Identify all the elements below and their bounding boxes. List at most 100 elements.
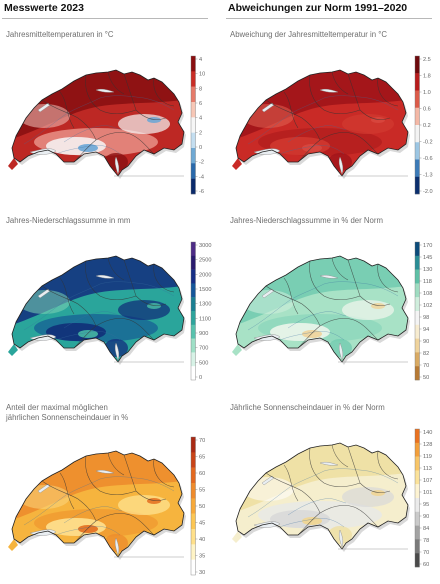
- legend-swatch: [415, 283, 420, 298]
- high-alps-east: [118, 300, 170, 320]
- canton-border: [107, 71, 125, 95]
- valais-patch: [302, 144, 322, 152]
- legend-swatch: [415, 73, 420, 91]
- legend-tick-label: 30: [199, 570, 205, 576]
- river: [323, 281, 399, 297]
- panel-relative-sunshine: Anteil der maximal möglichen jährlichen S…: [2, 403, 214, 581]
- legend-swatch: [415, 324, 420, 339]
- country-outline: [235, 442, 409, 550]
- legend-tick-label: 78: [423, 538, 429, 544]
- legend-swatch: [191, 529, 196, 545]
- high-alps-east: [118, 495, 170, 515]
- legend-swatch: [191, 117, 196, 133]
- canton-border: [309, 74, 361, 115]
- canton-border: [59, 472, 75, 510]
- color-legend: 70 65 60 55 50 45 40 35 30: [190, 436, 213, 584]
- panel-title-line: Jahres-Niederschlagssumme in mm: [6, 216, 131, 225]
- legend-swatch: [191, 178, 196, 195]
- legend-tick-label: 45: [199, 521, 205, 527]
- right-header-rule: [226, 18, 432, 19]
- legend-tick-label: 50: [423, 375, 429, 381]
- lake: [319, 88, 339, 93]
- legend-tick-label: -4: [199, 174, 204, 180]
- country-outline: [11, 255, 185, 363]
- canton-border: [319, 318, 379, 341]
- legend-frame: [190, 55, 196, 195]
- canton-border: [319, 505, 379, 528]
- legend-swatch: [415, 125, 420, 143]
- legend-tick-label: 70: [423, 550, 429, 556]
- river: [55, 145, 121, 155]
- canton-border: [283, 91, 299, 129]
- country-outline: [235, 255, 409, 363]
- country-outline: [235, 69, 409, 177]
- legend-swatch: [415, 553, 420, 568]
- legend-swatch: [415, 352, 420, 367]
- canton-border: [95, 513, 155, 536]
- legend-tick-label: -0.6: [423, 156, 433, 162]
- legend-swatch: [415, 242, 420, 256]
- lake: [338, 156, 344, 175]
- canton-border: [41, 480, 97, 522]
- canton-border: [95, 318, 155, 341]
- legend-tick-label: 35: [199, 554, 205, 560]
- canton-border: [153, 458, 175, 488]
- legend-swatch: [191, 242, 196, 256]
- legend-tick-label: 101: [423, 490, 432, 496]
- legend-swatch: [415, 366, 420, 381]
- canton-border: [265, 472, 321, 514]
- canton-border: [319, 132, 379, 155]
- valais-patch: [78, 330, 98, 338]
- valais-patch: [78, 525, 98, 533]
- river: [23, 283, 101, 331]
- legend-tick-label: 0: [199, 145, 202, 151]
- river: [279, 145, 345, 155]
- legend-tick-label: 0.2: [423, 123, 431, 129]
- switzerland-map: [8, 450, 186, 560]
- legend-tick-label: -6: [199, 189, 204, 195]
- legend-tick-label: 1500: [199, 287, 211, 293]
- panel-title: Anteil der maximal möglichen jährlichen S…: [6, 403, 128, 423]
- high-alps-east: [342, 114, 394, 134]
- legend-tick-label: 4: [199, 116, 202, 122]
- river: [63, 311, 123, 329]
- legend-tick-label: 10: [199, 72, 205, 78]
- legend-tick-label: 119: [423, 454, 432, 460]
- switzerland-map: [232, 255, 410, 365]
- legend-tick-label: 2000: [199, 272, 211, 278]
- canton-border: [41, 285, 97, 327]
- left-header-rule: [2, 18, 208, 19]
- legend-tick-label: 1100: [199, 316, 211, 322]
- canton-border: [85, 74, 137, 115]
- panel-title: Jahres-Niederschlagssumme in % der Norm: [230, 216, 383, 226]
- canton-border: [347, 73, 391, 120]
- legend-tick-label: 128: [423, 442, 432, 448]
- legend-swatch: [191, 56, 196, 72]
- panel-sunshine-anomaly: Jährliche Sonnenscheindauer in % der Nor…: [226, 403, 438, 581]
- river: [247, 97, 325, 145]
- legend-tick-label: -2: [199, 160, 204, 166]
- legend-swatch: [415, 456, 420, 471]
- legend-swatch: [415, 176, 420, 195]
- high-alps-east: [342, 487, 394, 507]
- grisons-patch: [371, 490, 385, 496]
- high-alps-east: [342, 300, 394, 320]
- legend-tick-label: 3000: [199, 243, 211, 249]
- river: [63, 125, 123, 143]
- legend-tick-label: 60: [199, 471, 205, 477]
- legend-tick-label: 102: [423, 303, 432, 309]
- geneva-tip: [8, 539, 18, 551]
- legend-tick-label: 170: [423, 243, 432, 249]
- grisons-patch: [147, 498, 161, 504]
- color-legend: 170 145 130 118 108 102 98 94 90 82 70 50: [414, 241, 437, 389]
- legend-tick-label: 70: [199, 438, 205, 444]
- switzerland-map: [232, 69, 410, 179]
- river: [99, 476, 175, 492]
- river: [287, 498, 347, 516]
- legend-tick-label: 140: [423, 430, 432, 436]
- legend-tick-label: 70: [423, 363, 429, 369]
- legend-swatch: [191, 338, 196, 353]
- legend-swatch: [415, 269, 420, 284]
- lake: [338, 342, 344, 361]
- grisons-patch: [147, 303, 161, 309]
